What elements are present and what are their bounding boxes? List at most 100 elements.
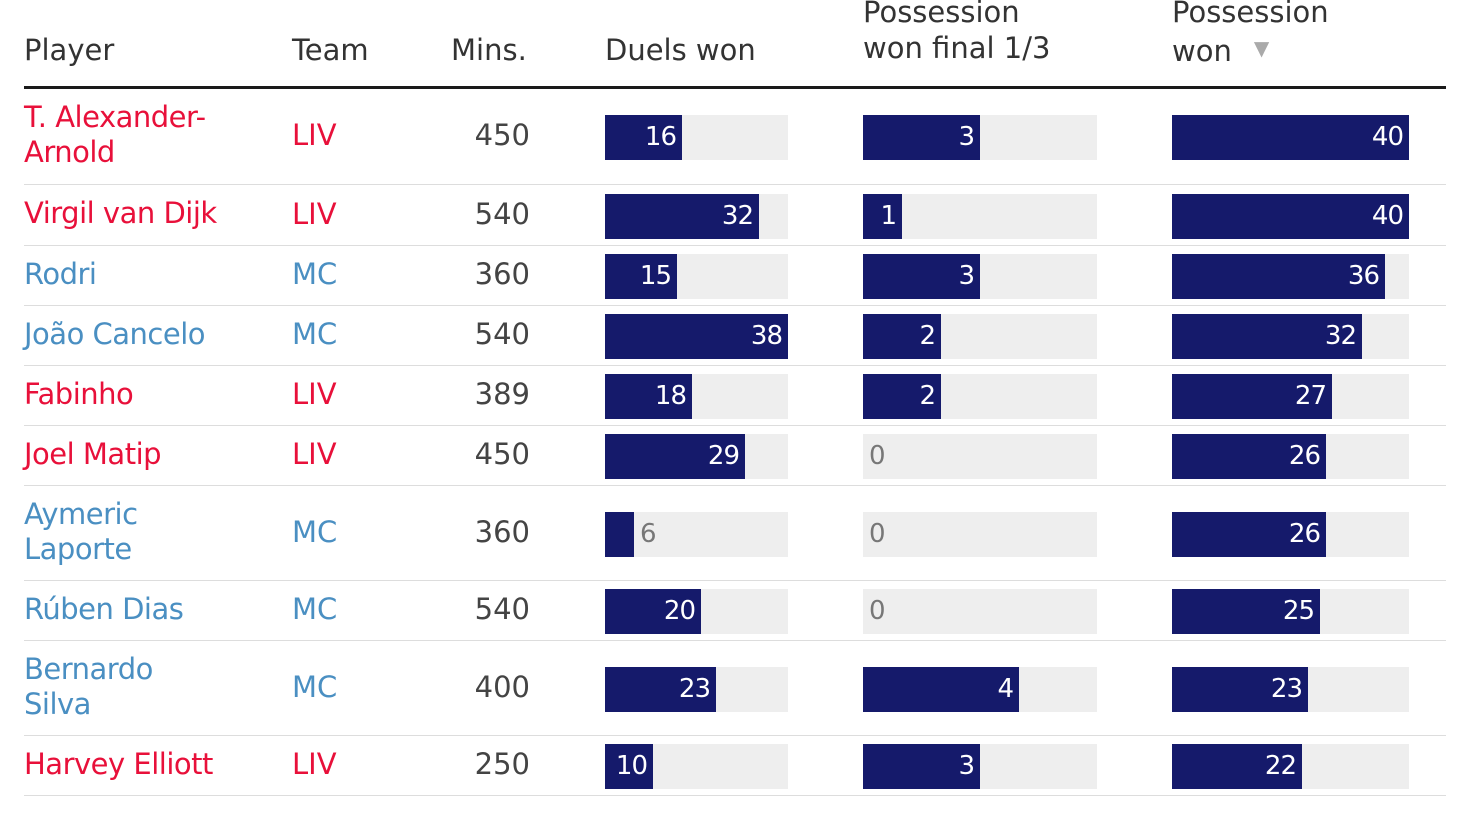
table-row: Joel Matip LIV 450 29 0 26 <box>24 426 1446 486</box>
header-line: won <box>1172 34 1232 68</box>
header-team[interactable]: Team <box>292 33 369 67</box>
poss-bar <box>1172 744 1302 789</box>
team-code: LIV <box>292 747 337 781</box>
header-mins[interactable]: Mins. <box>451 33 527 67</box>
poss-bar-track: 25 <box>1172 589 1409 634</box>
poss_final-bar-track: 3 <box>863 254 1097 299</box>
team-code: MC <box>292 592 338 626</box>
poss_final-bar <box>863 193 902 239</box>
poss_final-bar <box>863 744 980 789</box>
poss-bar-track: 23 <box>1172 666 1409 712</box>
poss-bar <box>1172 589 1320 634</box>
row-divider <box>24 245 1446 246</box>
player-name[interactable]: Rúben Dias <box>24 592 264 627</box>
minutes-value: 389 <box>474 377 530 411</box>
poss_final-value-label: 3 <box>958 751 975 781</box>
team-code: LIV <box>292 196 337 231</box>
minutes-value: 450 <box>474 437 530 471</box>
table-row: João Cancelo MC 540 38 2 32 <box>24 306 1446 366</box>
poss_final-value-label: 4 <box>997 673 1014 704</box>
poss_final-value-label: 2 <box>919 381 936 411</box>
header-possession-won[interactable]: Possession won ▼ <box>1172 0 1329 69</box>
header-player[interactable]: Player <box>24 33 115 67</box>
duels-bar <box>605 511 634 557</box>
minutes-value: 540 <box>474 196 530 231</box>
minutes-value: 540 <box>474 317 530 351</box>
player-name[interactable]: Aymeric Laporte <box>24 497 264 567</box>
player-name[interactable]: Bernardo Silva <box>24 652 264 722</box>
player-name-line: Virgil van Dijk <box>24 196 217 230</box>
row-divider <box>24 425 1446 426</box>
duels-value-label: 38 <box>750 321 783 351</box>
poss_final-bar <box>863 254 980 299</box>
duels-bar <box>605 254 677 299</box>
poss_final-bar-track: 2 <box>863 374 1097 419</box>
row-divider <box>24 485 1446 486</box>
header-line: Possession <box>863 0 1020 29</box>
player-name[interactable]: Virgil van Dijk <box>24 196 264 231</box>
duels-bar-track: 16 <box>605 115 788 160</box>
minutes-value: 360 <box>474 257 530 291</box>
poss_final-bar <box>863 115 980 160</box>
player-name-line: Laporte <box>24 531 132 566</box>
table-row: Virgil van Dijk LIV 540 32 1 40 <box>24 185 1446 246</box>
header-possession-won-final-third[interactable]: Possession won final 1/3 <box>863 0 1050 66</box>
duels-value-label: 29 <box>707 441 740 471</box>
poss-bar-track: 27 <box>1172 374 1409 419</box>
table-row: Aymeric Laporte MC 360 6 0 26 <box>24 486 1446 581</box>
player-name[interactable]: Fabinho <box>24 377 264 412</box>
row-divider <box>24 305 1446 306</box>
player-name[interactable]: Harvey Elliott <box>24 747 264 782</box>
team-code: MC <box>292 257 338 291</box>
team-code: MC <box>292 669 338 704</box>
poss_final-bar-track: 2 <box>863 314 1097 359</box>
player-name[interactable]: João Cancelo <box>24 317 264 352</box>
sort-descending-icon[interactable]: ▼ <box>1253 36 1270 60</box>
poss-bar <box>1172 374 1332 419</box>
table-row: Rúben Dias MC 540 20 0 25 <box>24 581 1446 641</box>
poss-bar-track: 22 <box>1172 744 1409 789</box>
duels-value-label: 23 <box>678 673 711 704</box>
player-name[interactable]: Joel Matip <box>24 437 264 472</box>
player-name-line: Joel Matip <box>24 436 162 471</box>
header-duels-won[interactable]: Duels won <box>605 33 756 67</box>
minutes-value: 400 <box>474 669 530 704</box>
poss-bar <box>1172 434 1326 479</box>
duels-bar <box>605 666 716 712</box>
poss_final-bar-track: 3 <box>863 744 1097 789</box>
player-name-line: Rodri <box>24 256 97 291</box>
poss-value-label: 26 <box>1288 518 1321 549</box>
player-name-line: Harvey Elliott <box>24 746 213 781</box>
duels-bar <box>605 193 759 239</box>
poss_final-bar-track: 3 <box>863 115 1097 160</box>
poss-value-label: 40 <box>1371 200 1404 231</box>
minutes-value: 540 <box>474 592 530 626</box>
duels-bar-track: 10 <box>605 744 788 789</box>
team-code: LIV <box>292 118 337 152</box>
team-code: LIV <box>292 377 337 411</box>
player-name-line: Bernardo <box>24 651 153 686</box>
poss-value-label: 23 <box>1270 673 1303 704</box>
minutes-value: 450 <box>474 118 530 152</box>
poss-value-label: 25 <box>1282 596 1315 626</box>
duels-bar <box>605 115 682 160</box>
row-divider <box>24 365 1446 366</box>
player-name[interactable]: Rodri <box>24 257 264 292</box>
poss_final-bar <box>863 666 1019 712</box>
header-line: Possession <box>1172 0 1329 29</box>
table-row: Bernardo Silva MC 400 23 4 23 <box>24 641 1446 736</box>
poss-value-label: 32 <box>1324 321 1357 351</box>
poss_final-bar-track: 0 <box>863 511 1097 557</box>
player-name[interactable]: T. Alexander- Arnold <box>24 100 264 170</box>
minutes-value: 250 <box>474 747 530 781</box>
row-divider <box>24 735 1446 736</box>
table-row: Rodri MC 360 15 3 36 <box>24 246 1446 306</box>
poss-value-label: 22 <box>1264 751 1297 781</box>
duels-bar-track: 18 <box>605 374 788 419</box>
player-name-line: T. Alexander- <box>24 100 206 134</box>
poss-bar-track: 40 <box>1172 115 1409 160</box>
poss-bar <box>1172 254 1385 299</box>
poss_final-value-label: 0 <box>869 518 886 549</box>
header-line: won final 1/3 <box>863 31 1051 65</box>
player-name-line: Silva <box>24 686 91 721</box>
